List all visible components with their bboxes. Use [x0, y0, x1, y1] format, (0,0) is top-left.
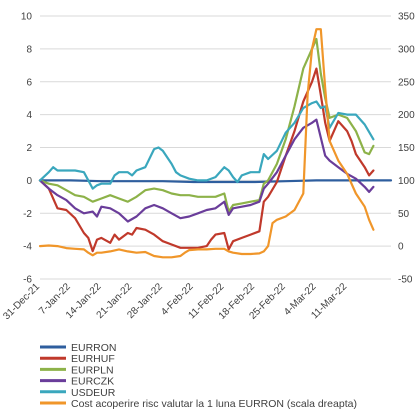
- legend-label: EURRON: [71, 342, 117, 354]
- gridlines: [40, 15, 391, 280]
- y-tick-label: 8: [26, 44, 32, 55]
- y2-tick-label: 100: [398, 176, 415, 187]
- y-tick-label: 0: [26, 176, 32, 187]
- legend-label: Cost acoperire risc valutar la 1 luna EU…: [71, 398, 357, 410]
- y2-tick-label: 0: [398, 242, 404, 253]
- y-tick-label: 2: [26, 143, 32, 154]
- y-axis-right: -50 0 50 100 150 200 250 300 350: [398, 12, 415, 286]
- y-tick-label: 10: [21, 12, 33, 23]
- series-line-eurpln: [38, 37, 375, 213]
- y-axis-left: -6 -4 -2 0 2 4 6 8 10: [21, 12, 33, 286]
- y-tick-label: -4: [23, 242, 32, 253]
- legend-label: EURCZK: [71, 376, 114, 388]
- y2-tick-label: 50: [398, 209, 410, 220]
- x-tick-label: 31-Dec-21: [1, 281, 42, 322]
- y2-tick-label: 350: [398, 12, 415, 23]
- series-line-usdeur: [38, 100, 375, 190]
- y2-tick-label: 200: [398, 110, 415, 121]
- y-tick-label: 6: [26, 77, 32, 88]
- series-line-eurhuf: [38, 67, 375, 253]
- y2-tick-label: -50: [398, 275, 413, 286]
- legend-label: EURPLN: [71, 364, 114, 376]
- legend-label: EURHUF: [71, 353, 115, 365]
- y-tick-label: 4: [26, 110, 32, 121]
- y-tick-label: -6: [23, 275, 32, 286]
- y-tick-label: -2: [23, 209, 32, 220]
- y2-tick-label: 150: [398, 143, 415, 154]
- x-axis: 31-Dec-217-Jan-2214-Jan-2221-Jan-2228-Ja…: [1, 281, 349, 322]
- series-line-eurczk: [38, 118, 375, 223]
- series-line-eurron: [38, 179, 393, 184]
- series-line-cost-acoperire-risc-valutar-la-1-luna-eurron-scala-dreapta: [38, 28, 375, 259]
- series-lines: [38, 28, 393, 259]
- y2-tick-label: 300: [398, 44, 415, 55]
- y2-tick-label: 250: [398, 77, 415, 88]
- legend-label: USDEUR: [71, 387, 116, 399]
